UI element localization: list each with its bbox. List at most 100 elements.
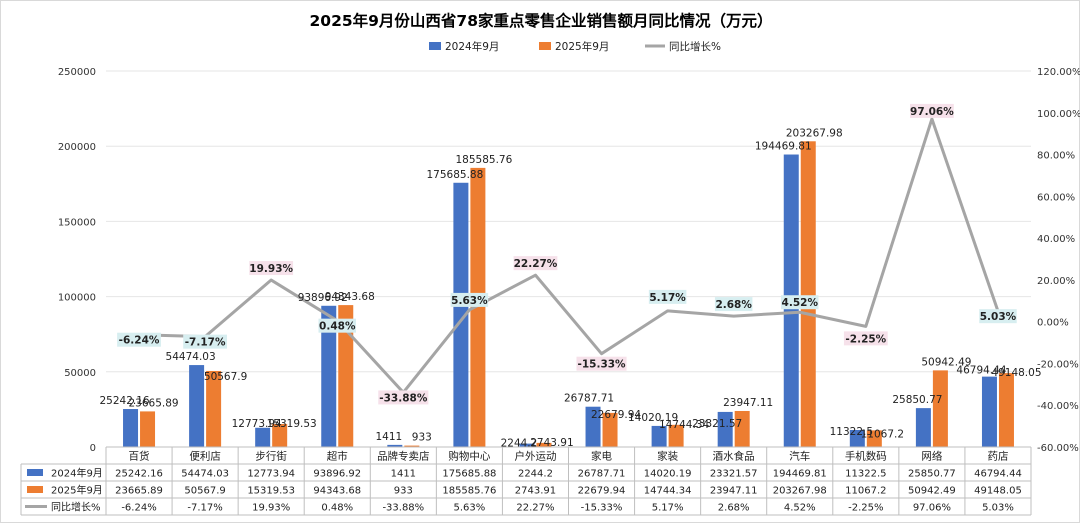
left-axis-tick: 50000	[64, 368, 96, 379]
table-cell: 22.27%	[516, 503, 554, 514]
category-label: 品牌专卖店	[377, 450, 430, 463]
table-cell: 0.48%	[321, 503, 353, 514]
growth-label: 5.03%	[980, 311, 1017, 323]
bar-2025	[734, 410, 750, 447]
growth-label-box	[648, 289, 687, 304]
right-axis-tick: 120.00%	[1037, 67, 1080, 78]
data-label-2024: 93896.92	[298, 292, 348, 304]
data-label-2025: 94343.68	[325, 291, 375, 303]
growth-label: 5.63%	[451, 295, 488, 307]
right-axis-tick: 0.00%	[1037, 318, 1069, 329]
growth-label-box	[117, 332, 161, 347]
table-cell: 26787.71	[578, 469, 626, 480]
growth-label: -6.24%	[119, 335, 160, 347]
bar-2025	[272, 423, 288, 447]
data-label-2025: 22679.94	[591, 409, 641, 421]
table-cell: 94343.68	[313, 486, 361, 497]
table-cell: 93896.92	[313, 469, 361, 480]
table-cell: 25242.16	[115, 469, 163, 480]
table-cell: 25850.77	[908, 469, 956, 480]
data-label-2024: 26787.71	[564, 393, 614, 405]
bar-2024	[981, 376, 997, 447]
right-axis-tick: 20.00%	[1037, 276, 1075, 287]
bar-2025	[602, 412, 618, 447]
data-label-2024: 14020.19	[628, 412, 678, 424]
legend-swatch	[539, 42, 551, 50]
legend-swatch	[429, 42, 441, 50]
left-axis-tick: 200000	[58, 142, 96, 153]
growth-label: -33.88%	[379, 392, 428, 404]
table-cell: 2.68%	[718, 503, 750, 514]
table-cell: -7.17%	[187, 503, 222, 514]
chart-title: 2025年9月份山西省78家重点零售企业销售额月同比情况（万元）	[310, 11, 773, 30]
data-label-2025: 2743.91	[530, 437, 573, 449]
right-axis-tick: -20.00%	[1037, 359, 1079, 370]
growth-label: 19.93%	[249, 263, 293, 275]
growth-label-box	[378, 390, 429, 405]
table-cell: 5.17%	[652, 503, 684, 514]
data-label-2025: 185585.76	[456, 154, 513, 166]
category-label: 酒水食品	[713, 450, 755, 463]
data-label-2025: 49148.05	[991, 367, 1041, 379]
right-axis-tick: 60.00%	[1037, 192, 1075, 203]
table-cell: 2743.91	[515, 486, 556, 497]
bar-2024	[255, 427, 271, 447]
bar-2024	[717, 411, 733, 447]
data-label-2025: 50942.49	[921, 356, 971, 368]
bar-2024	[189, 365, 205, 447]
left-axis-tick: 250000	[58, 67, 96, 78]
table-cell: 46794.44	[974, 469, 1022, 480]
bar-2024	[321, 305, 337, 447]
data-label-2025: 11067.2	[861, 428, 904, 440]
data-label-2025: 203267.98	[786, 127, 843, 139]
right-axis-tick: -60.00%	[1037, 443, 1079, 454]
bar-2024	[651, 425, 667, 447]
bar-2025	[998, 373, 1014, 447]
table-row-label: 2024年9月	[51, 467, 103, 480]
bar-2024	[585, 406, 601, 447]
category-label: 便利店	[189, 450, 221, 463]
growth-label: 97.06%	[910, 106, 954, 118]
data-label-2025: 23947.11	[723, 397, 773, 409]
category-label: 购物中心	[448, 450, 490, 463]
growth-label: 4.52%	[782, 297, 819, 309]
data-labels: 25242.1623665.8954474.0350567.912773.941…	[99, 103, 1042, 450]
table-cell: 15319.53	[247, 486, 295, 497]
category-label: 百货	[129, 450, 150, 463]
growth-label-box	[450, 292, 489, 307]
bar-2025	[668, 424, 684, 447]
table-cell: 11067.2	[845, 486, 886, 497]
bar-2025	[536, 442, 552, 447]
growth-label: -7.17%	[185, 337, 226, 349]
legend: 2024年9月 2025年9月 同比增长%	[429, 40, 721, 53]
category-label: 家装	[657, 450, 678, 463]
table-cell: 22679.94	[578, 486, 626, 497]
category-label: 手机数码	[845, 450, 887, 463]
data-label-2024: 46794.44	[956, 365, 1006, 377]
data-label-2024: 194469.81	[755, 141, 812, 153]
table-cell: 14020.19	[644, 469, 692, 480]
table-legend-key	[27, 486, 43, 493]
table-cell: 5.03%	[982, 503, 1014, 514]
table-cell: -6.24%	[121, 503, 156, 514]
category-label: 网络	[921, 450, 942, 463]
table-cell: 12773.94	[247, 469, 295, 480]
data-label-2025: 23665.89	[128, 397, 178, 409]
category-label: 步行街	[255, 450, 287, 463]
growth-label-box	[183, 334, 228, 349]
right-axis: -60.00% -40.00% -20.00% 0.00% 20.00% 40.00% 60…	[1037, 67, 1080, 454]
category-label: 户外运动	[514, 450, 556, 463]
growth-line	[138, 117, 1000, 394]
left-axis-tick: 0	[90, 443, 96, 454]
table-row-label: 同比增长%	[51, 501, 101, 514]
growth-label-box	[781, 295, 819, 310]
table-cell: 49148.05	[974, 486, 1022, 497]
growth-label: 5.17%	[649, 292, 686, 304]
data-label-2024: 25850.77	[892, 394, 942, 406]
table-cell: 194469.81	[773, 469, 827, 480]
bar-2024	[519, 443, 535, 447]
bar-2025	[866, 430, 882, 447]
data-label-2024: 54474.03	[166, 351, 216, 363]
data-label-2024: 11322.5	[830, 426, 873, 438]
